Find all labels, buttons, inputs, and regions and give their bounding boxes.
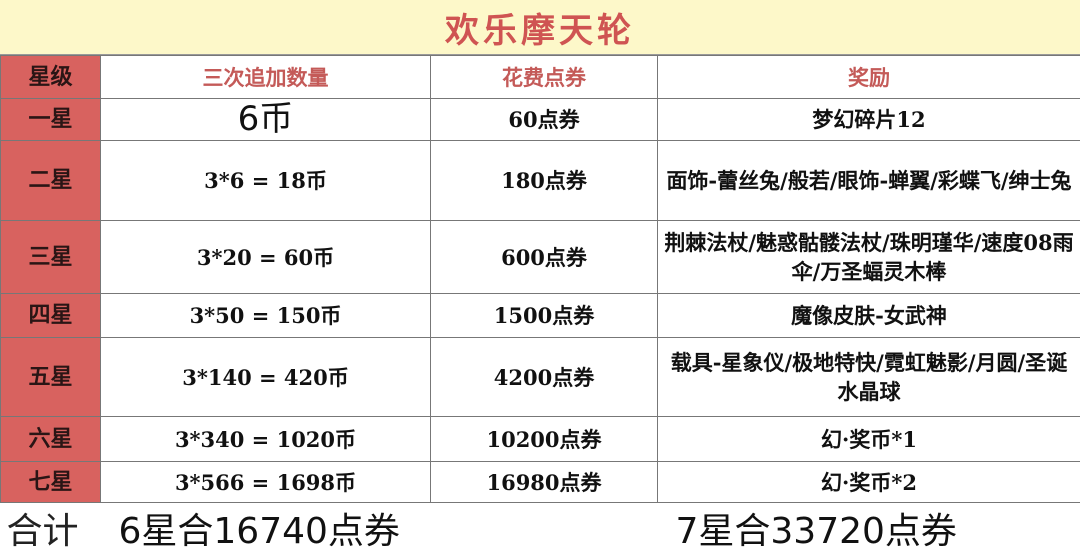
count-cell: 3*50 = 150币: [101, 294, 431, 338]
count-cell: 3*6 = 18币: [101, 141, 431, 221]
cost-cell: 60点券: [431, 99, 658, 141]
table-row: 七星 3*566 = 1698币 16980点券 幻·奖币*2: [1, 462, 1080, 503]
reward-table: 星级 三次追加数量 花费点券 奖励 一星 6币 60点券 梦幻碎片12 二星 3…: [0, 55, 1080, 560]
reward-cell: 荆棘法杖/魅惑骷髅法杖/珠明瑾华/速度08雨伞/万圣蝠灵木棒: [658, 221, 1080, 294]
star-level: 五星: [1, 338, 101, 417]
total-label: 合计: [1, 503, 101, 560]
star-level: 六星: [1, 417, 101, 462]
table-row: 四星 3*50 = 150币 1500点券 魔像皮肤-女武神: [1, 294, 1080, 338]
star-level: 一星: [1, 99, 101, 141]
reward-cell: 幻·奖币*1: [658, 417, 1080, 462]
cost-cell: 10200点券: [431, 417, 658, 462]
star-level: 三星: [1, 221, 101, 294]
reward-cell: 面饰-蕾丝兔/般若/眼饰-蝉翼/彩蝶飞/绅士兔: [658, 141, 1080, 221]
star-level: 七星: [1, 462, 101, 503]
count-cell: 3*566 = 1698币: [101, 462, 431, 503]
reward-cell: 载具-星象仪/极地特快/霓虹魅影/月圆/圣诞水晶球: [658, 338, 1080, 417]
count-cell: 3*140 = 420币: [101, 338, 431, 417]
star-level: 四星: [1, 294, 101, 338]
table-row: 二星 3*6 = 18币 180点券 面饰-蕾丝兔/般若/眼饰-蝉翼/彩蝶飞/绅…: [1, 141, 1080, 221]
reward-cell: 幻·奖币*2: [658, 462, 1080, 503]
table-row: 五星 3*140 = 420币 4200点券 载具-星象仪/极地特快/霓虹魅影/…: [1, 338, 1080, 417]
reward-cell: 梦幻碎片12: [658, 99, 1080, 141]
count-cell: 3*20 = 60币: [101, 221, 431, 294]
cost-cell: 180点券: [431, 141, 658, 221]
cost-cell: 1500点券: [431, 294, 658, 338]
six-star-total: 6星合16740点券: [101, 503, 658, 560]
table-row: 六星 3*340 = 1020币 10200点券 幻·奖币*1: [1, 417, 1080, 462]
cost-cell: 600点券: [431, 221, 658, 294]
total-row: 合计 6星合16740点券 7星合33720点券: [1, 503, 1080, 560]
star-level: 二星: [1, 141, 101, 221]
cost-cell: 4200点券: [431, 338, 658, 417]
table-header-row: 星级 三次追加数量 花费点券 奖励: [1, 56, 1080, 99]
seven-star-total: 7星合33720点券: [658, 503, 1080, 560]
count-cell: 6币: [101, 99, 431, 141]
reward-cell: 魔像皮肤-女武神: [658, 294, 1080, 338]
header-cost: 花费点券: [431, 56, 658, 99]
table-row: 三星 3*20 = 60币 600点券 荆棘法杖/魅惑骷髅法杖/珠明瑾华/速度0…: [1, 221, 1080, 294]
header-count: 三次追加数量: [101, 56, 431, 99]
header-star: 星级: [1, 56, 101, 99]
cost-cell: 16980点券: [431, 462, 658, 503]
page-title: 欢乐摩天轮: [0, 0, 1080, 55]
header-reward: 奖励: [658, 56, 1080, 99]
count-cell: 3*340 = 1020币: [101, 417, 431, 462]
table-row: 一星 6币 60点券 梦幻碎片12: [1, 99, 1080, 141]
